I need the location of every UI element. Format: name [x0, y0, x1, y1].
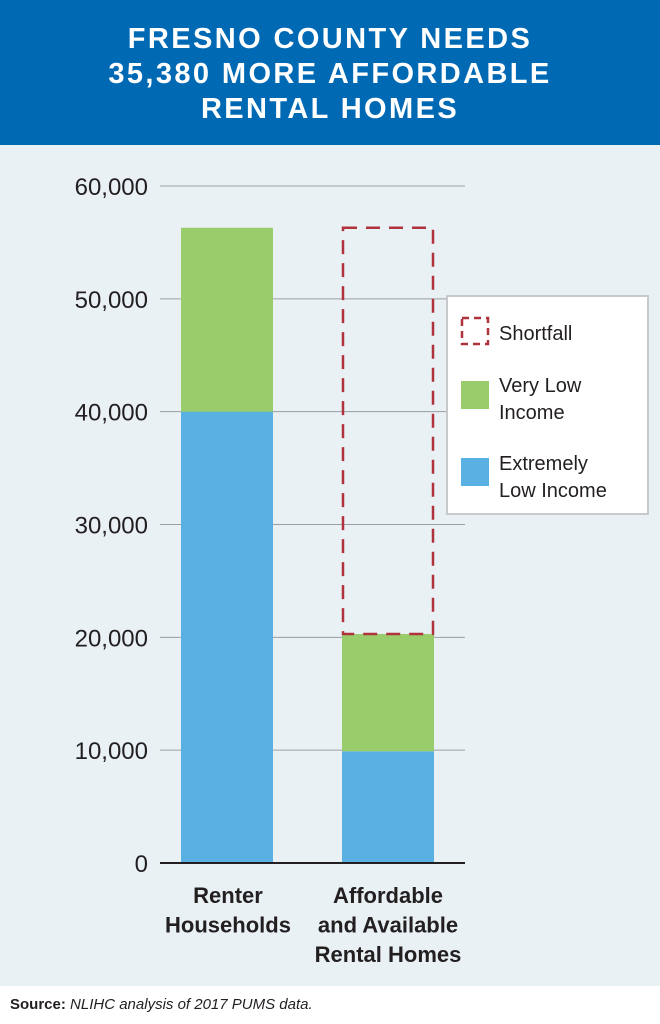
y-tick-label: 60,000	[75, 174, 148, 201]
x-category-label: and Available	[318, 913, 458, 938]
y-tick-label: 30,000	[75, 513, 148, 540]
shortfall-box	[341, 226, 435, 636]
source-note: Source: NLIHC analysis of 2017 PUMS data…	[0, 986, 660, 1024]
legend-label: Shortfall	[499, 323, 572, 345]
legend-label: Income	[499, 402, 565, 424]
legend-swatch-extremely-low	[461, 458, 489, 486]
y-tick-label: 50,000	[75, 287, 148, 314]
legend-swatch-shortfall	[460, 316, 490, 346]
x-category-label: Rental Homes	[315, 942, 462, 967]
source-text: NLIHC analysis of 2017 PUMS data.	[70, 996, 313, 1013]
x-category-label: Households	[165, 913, 291, 938]
legend-label: Very Low	[499, 375, 582, 397]
bar-segment-very-low	[342, 633, 434, 752]
bar-segment-extremely-low	[181, 411, 273, 863]
legend-label: Extremely	[499, 453, 588, 475]
source-label: Source:	[10, 996, 66, 1013]
y-tick-label: 10,000	[75, 738, 148, 765]
bar-segment-very-low	[181, 227, 273, 412]
x-category-label: Affordable	[333, 883, 443, 908]
chart-title-line-2: 35,380 MORE AFFORDABLE	[108, 58, 552, 90]
title-banner: FRESNO COUNTY NEEDS 35,380 MORE AFFORDAB…	[0, 0, 660, 145]
bar-segment-extremely-low	[342, 751, 434, 863]
chart-title-line-3: RENTAL HOMES	[200, 93, 460, 125]
x-category-label: Renter	[193, 883, 263, 908]
legend-label: Low Income	[499, 480, 607, 502]
legend-swatch-very-low	[461, 381, 489, 409]
y-tick-label: 20,000	[75, 625, 148, 652]
y-tick-label: 0	[135, 851, 148, 878]
stacked-bar-chart: 0 10,000 20,000 30,000 40,000 50,000 60,000 Ren…	[75, 174, 649, 967]
chart-title-line-1: FRESNO COUNTY NEEDS	[127, 23, 533, 55]
y-tick-label: 40,000	[75, 400, 148, 427]
